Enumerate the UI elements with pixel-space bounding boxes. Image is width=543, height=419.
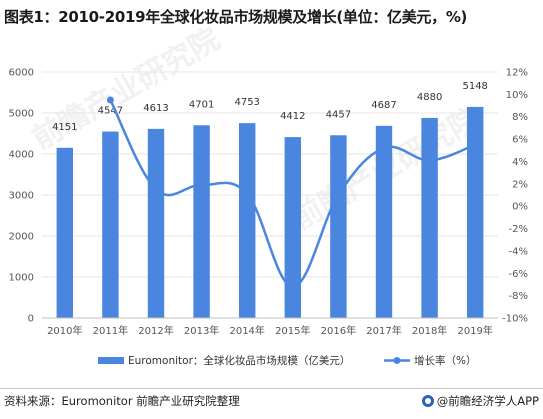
right-tick-label: 4% [512, 157, 528, 168]
brand-text: @前瞻经济学人APP [436, 394, 539, 408]
legend-line-label: 增长率（%） [414, 354, 476, 367]
right-tick-label: 0% [512, 202, 528, 213]
right-axis: -10% -8% -6% -4% -2% 0% 2% 4% 6% 8% 10% 12% [502, 68, 528, 325]
growth-point [471, 141, 479, 149]
bar-value-label: 5148 [462, 81, 487, 92]
bar-value-label: 4701 [189, 99, 214, 110]
bar [375, 125, 393, 318]
bar [330, 135, 347, 318]
footer-divider [0, 388, 543, 389]
left-tick-label: 1000 [9, 273, 34, 284]
legend: Euromonitor：全球化妆品市场规模（亿美元） 增长率（%） [98, 354, 476, 367]
left-tick-label: 3000 [9, 191, 34, 202]
bar [193, 125, 210, 318]
growth-point [380, 144, 388, 152]
x-tick-label: 2013年 [184, 324, 219, 337]
brand-credit: @前瞻经济学人APP [421, 393, 539, 409]
left-axis: 0 1000 2000 3000 4000 5000 6000 [9, 68, 34, 325]
right-tick-label: 2% [512, 179, 528, 190]
bar [421, 117, 438, 318]
bar [284, 137, 302, 318]
bar [56, 147, 74, 318]
left-tick-label: 4000 [9, 150, 34, 161]
left-tick-label: 2000 [9, 232, 34, 243]
chart-title: 图表1：2010-2019年全球化妆品市场规模及增长(单位：亿美元，%) [4, 8, 468, 26]
right-tick-label: -10% [502, 314, 528, 325]
x-tick-label: 2019年 [457, 324, 492, 337]
right-tick-label: -6% [509, 269, 528, 280]
brand-logo-icon [421, 395, 434, 407]
growth-point [198, 181, 206, 189]
growth-line [106, 96, 479, 291]
left-tick-label: 6000 [9, 68, 34, 79]
bar-value-label: 4457 [326, 109, 351, 120]
data-labels: 4151 4547 4613 4701 4753 4412 4457 4687 4880 5148 [52, 81, 488, 133]
growth-point [243, 190, 251, 198]
bar-value-label: 4753 [234, 97, 259, 108]
bars [56, 106, 484, 318]
right-tick-label: -2% [509, 224, 528, 235]
x-axis: 2010年 2011年 2012年 2013年 2014年 2015年 2016年 2017年… [42, 317, 498, 337]
bar-value-label: 4412 [280, 111, 305, 122]
growth-point [289, 283, 297, 291]
right-tick-label: 8% [512, 112, 528, 123]
growth-point [106, 96, 114, 104]
legend-bar-label: Euromonitor：全球化妆品市场规模（亿美元） [128, 354, 350, 367]
x-tick-label: 2012年 [138, 324, 173, 337]
bar [466, 106, 484, 318]
legend-line-marker [393, 357, 401, 364]
x-tick-label: 2015年 [275, 324, 310, 337]
bar-value-label: 4151 [52, 122, 77, 133]
bar-value-label: 4547 [98, 106, 123, 117]
x-tick-label: 2017年 [366, 324, 401, 337]
x-tick-label: 2011年 [93, 324, 128, 337]
watermark: 前瞻产业研究院前瞻产业研究院 [27, 22, 486, 237]
growth-point [334, 191, 342, 199]
bar [102, 131, 119, 318]
legend-bar-swatch [98, 357, 124, 364]
bar-value-label: 4687 [371, 100, 396, 111]
right-tick-label: -8% [509, 291, 528, 302]
source-note: 资料来源：Euromonitor 前瞻产业研究院整理 [4, 394, 240, 408]
growth-point [152, 185, 160, 193]
growth-point [426, 156, 434, 164]
right-tick-label: -4% [509, 246, 528, 257]
right-tick-label: 6% [512, 135, 528, 146]
x-tick-label: 2018年 [412, 324, 447, 337]
chart: 前瞻产业研究院前瞻产业研究院 4151454746134701475344124… [9, 22, 528, 367]
bar [147, 128, 165, 318]
right-tick-label: 10% [506, 90, 528, 101]
x-tick-label: 2010年 [47, 324, 82, 337]
x-tick-label: 2014年 [229, 324, 264, 337]
bar [238, 123, 256, 318]
x-tick-label: 2016年 [321, 324, 356, 337]
left-tick-label: 0 [28, 314, 34, 325]
right-tick-label: 12% [506, 68, 528, 79]
left-tick-label: 5000 [9, 109, 34, 120]
bar-value-label: 4880 [417, 92, 442, 103]
bar-value-label: 4613 [143, 103, 168, 114]
